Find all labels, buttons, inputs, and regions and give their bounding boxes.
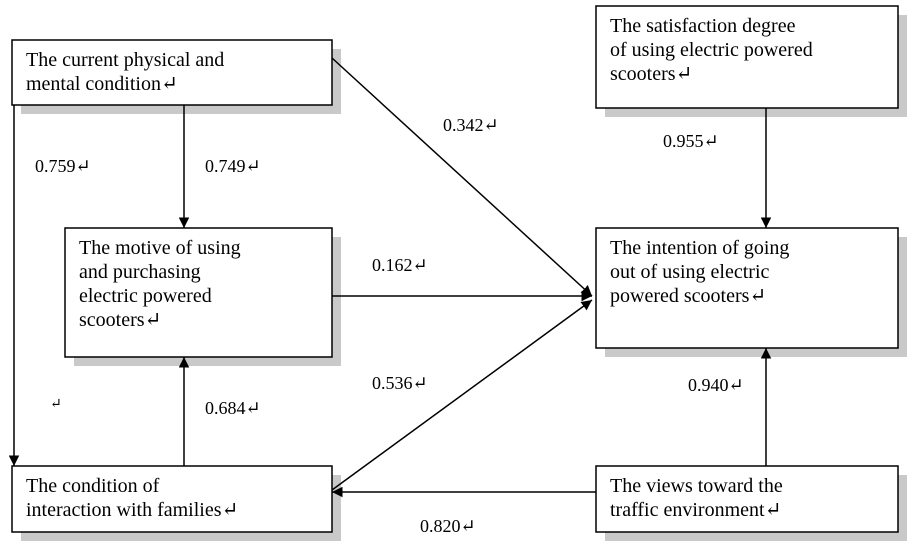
- node-text: The condition of: [26, 475, 160, 497]
- edge-label: 0.536↵: [372, 373, 428, 393]
- edges: 0.342↵ 0.759↵ 0.749↵ 0.162↵ 0.684↵ 0.536↵ 0.82…: [8, 57, 772, 536]
- node-text: The satisfaction degree: [610, 15, 796, 37]
- node-text: of using electric powered: [610, 39, 813, 61]
- edge-arrow: [331, 57, 593, 297]
- edge-label: 0.820↵: [420, 516, 476, 536]
- node-text: and purchasing: [79, 261, 201, 283]
- node-text: scooters↵: [610, 63, 692, 85]
- edge-label: 0.342↵: [443, 115, 499, 135]
- node-text: interaction with families↵: [26, 499, 238, 521]
- node-text: mental condition↵: [26, 73, 178, 95]
- node-text: The motive of using: [79, 237, 241, 259]
- edge-label: 0.955↵: [663, 131, 719, 151]
- node-box: [595, 227, 899, 349]
- stray-mark: ↵: [50, 397, 62, 412]
- edge-label: 0.162↵: [372, 255, 428, 275]
- node-box: [64, 227, 333, 358]
- node-box: [595, 5, 899, 109]
- node-text: electric powered: [79, 285, 212, 307]
- edge-label: 0.759↵: [35, 156, 91, 176]
- node-box: [11, 465, 333, 533]
- edge-label: 0.684↵: [205, 398, 261, 418]
- edge-label: 0.749↵: [205, 156, 261, 176]
- node-box: [11, 39, 333, 106]
- edge-arrow: [331, 299, 593, 491]
- node-text: The current physical and: [26, 49, 224, 71]
- node-text: The intention of going: [610, 237, 789, 259]
- node-text: The views toward the: [610, 475, 783, 497]
- node-text: scooters↵: [79, 309, 161, 331]
- node-text: traffic environment↵: [610, 499, 781, 521]
- edge-label: 0.940↵: [688, 375, 744, 395]
- node-box: [595, 465, 899, 533]
- node-text: out of using electric: [610, 261, 770, 283]
- node-text: powered scooters↵: [610, 285, 766, 307]
